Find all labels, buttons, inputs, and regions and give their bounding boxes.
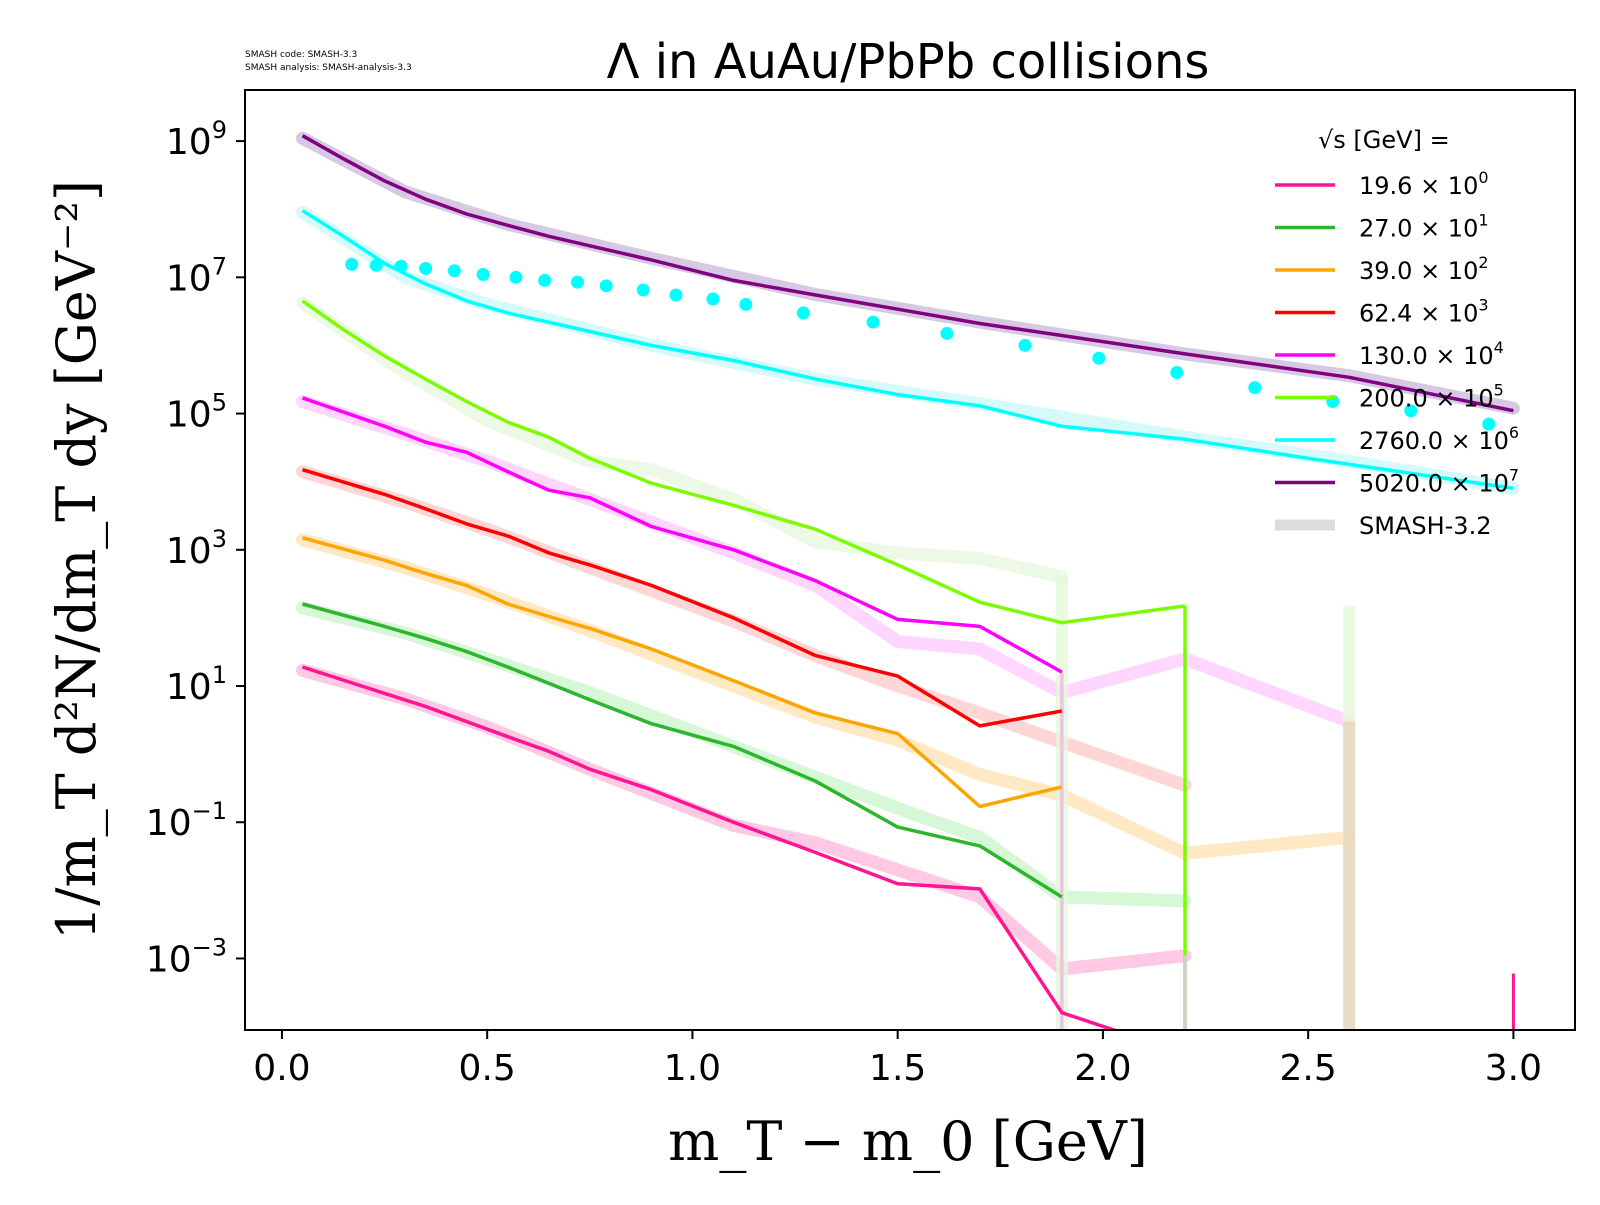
legend-label: SMASH-3.2 — [1359, 512, 1491, 540]
x-tick-label: 1.5 — [869, 1048, 926, 1089]
reference-line-0 — [296, 663, 1192, 976]
data-point — [599, 279, 613, 293]
y-tick-label: 107 — [166, 252, 227, 299]
data-point — [345, 257, 359, 271]
x-tick-label: 0.0 — [253, 1048, 310, 1089]
data-point — [866, 315, 880, 329]
data-point — [739, 297, 753, 311]
axes: 0.0 0.5 1.0 1.5 2.0 2.5 3.0 109 107 105 103 101 10−1… — [146, 116, 1542, 1089]
x-tick-label: 2.5 — [1280, 1048, 1337, 1089]
x-tick-label: 3.0 — [1485, 1048, 1542, 1089]
y-axis-label: 1/m_T d²N/dm_T dy [GeV⁻²] — [45, 180, 108, 940]
legend-label: 2760.0 × 106 — [1359, 423, 1519, 455]
series-line-2 — [302, 536, 1063, 809]
y-tick-label: 101 — [166, 661, 227, 708]
legend-label: 62.4 × 103 — [1359, 296, 1489, 328]
data-point — [476, 267, 490, 281]
series-line-6 — [301, 209, 1514, 491]
y-tick-label: 105 — [166, 389, 227, 436]
reference-line-6 — [296, 205, 1520, 495]
x-axis-label: m_T − m_0 [GeV] — [668, 1110, 1148, 1173]
data-point — [1248, 381, 1262, 395]
legend-label: 200.0 × 105 — [1359, 381, 1504, 413]
data-point — [1404, 404, 1418, 418]
y-tick-label: 10−1 — [146, 797, 227, 844]
legend-label: 5020.0 × 107 — [1359, 466, 1519, 498]
series-line-3 — [301, 468, 1063, 728]
reference-line-3 — [296, 465, 1192, 792]
series-line-7 — [301, 134, 1514, 413]
chart-title: Λ in AuAu/PbPb collisions — [607, 34, 1210, 90]
x-tick-label: 1.0 — [664, 1048, 721, 1089]
legend-label: 39.0 × 102 — [1359, 253, 1489, 285]
data-point — [1482, 417, 1496, 431]
plot-area — [296, 131, 1520, 1030]
data-point — [509, 270, 523, 284]
series-line-1 — [302, 602, 1063, 899]
data-point — [669, 288, 683, 302]
series-line-4 — [301, 396, 1063, 674]
reference-line-5 — [296, 296, 1069, 584]
version-note-line2: SMASH analysis: SMASH-analysis-3.3 — [245, 63, 412, 73]
y-tick-label: 10−3 — [146, 933, 227, 980]
data-point — [796, 306, 810, 320]
x-tick-label: 0.5 — [459, 1048, 516, 1089]
data-point — [538, 273, 552, 287]
series-line-5 — [301, 299, 1186, 625]
data-point — [419, 261, 433, 275]
legend-label: 130.0 × 104 — [1359, 338, 1504, 370]
legend-label: 19.6 × 100 — [1359, 168, 1489, 200]
data-point — [636, 283, 650, 297]
legend: √s [GeV] = 19.6 × 100 27.0 × 101 39.0 × 10… — [1275, 126, 1519, 540]
series-line-0 — [301, 665, 1120, 1030]
legend-label: 27.0 × 101 — [1359, 211, 1489, 243]
data-point — [706, 292, 720, 306]
data-point — [571, 275, 584, 289]
plot-frame — [244, 89, 1576, 1031]
x-tick-label: 2.0 — [1074, 1048, 1131, 1089]
reference-line-2 — [296, 533, 1356, 860]
data-point — [447, 264, 461, 278]
legend-title: √s [GeV] = — [1318, 126, 1450, 154]
reference-line-1 — [296, 601, 1192, 908]
version-note-line1: SMASH code: SMASH-3.3 — [245, 50, 357, 60]
data-point — [940, 326, 954, 340]
data-point — [1018, 338, 1032, 352]
data-point — [1092, 351, 1106, 365]
y-tick-label: 109 — [166, 116, 227, 163]
y-tick-label: 103 — [166, 525, 227, 572]
data-point — [1170, 366, 1184, 380]
